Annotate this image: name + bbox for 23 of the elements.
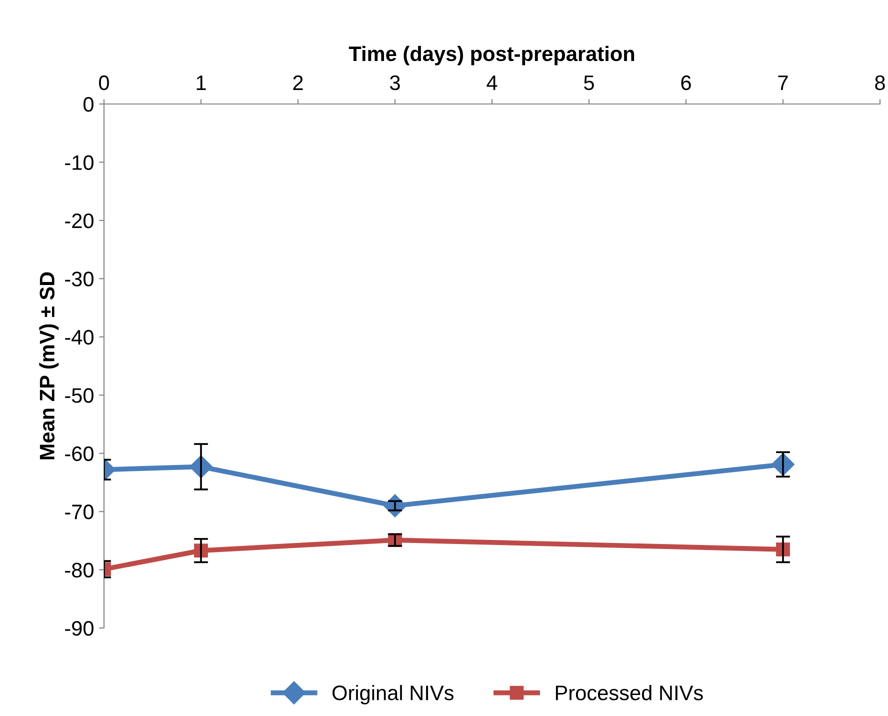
x-tick-label: 6 [681, 75, 691, 90]
x-tick-label: 1 [196, 76, 206, 90]
x-tick-label: 2 [293, 75, 303, 90]
x-axis-title: Time (days) post-preparation [348, 46, 634, 66]
y-tick-label: -60 [65, 446, 94, 462]
y-tick-label: -90 [65, 621, 94, 636]
legend-label: Processed NIVs [556, 684, 703, 700]
x-tick-label: 5 [584, 76, 594, 90]
y-tick-label: -70 [65, 504, 94, 520]
x-tick-label: 7 [778, 76, 788, 90]
y-tick-label: -40 [65, 330, 94, 345]
y-tick-label: -10 [65, 155, 94, 170]
y-axis-title: Mean ZP (mV) ± SD [39, 272, 59, 460]
x-tick-label: 0 [99, 75, 109, 90]
y-tick-label: -30 [65, 272, 94, 286]
x-tick-label: 3 [390, 75, 400, 90]
y-tick-label: -20 [65, 213, 94, 228]
x-tick-label: 4 [486, 76, 498, 90]
x-tick-label: 8 [875, 75, 885, 90]
y-tick-label: -50 [65, 388, 94, 403]
legend-label: Original NIVs [332, 684, 454, 704]
y-tick-label: 0 [84, 97, 94, 112]
y-tick-label: -80 [65, 562, 94, 578]
